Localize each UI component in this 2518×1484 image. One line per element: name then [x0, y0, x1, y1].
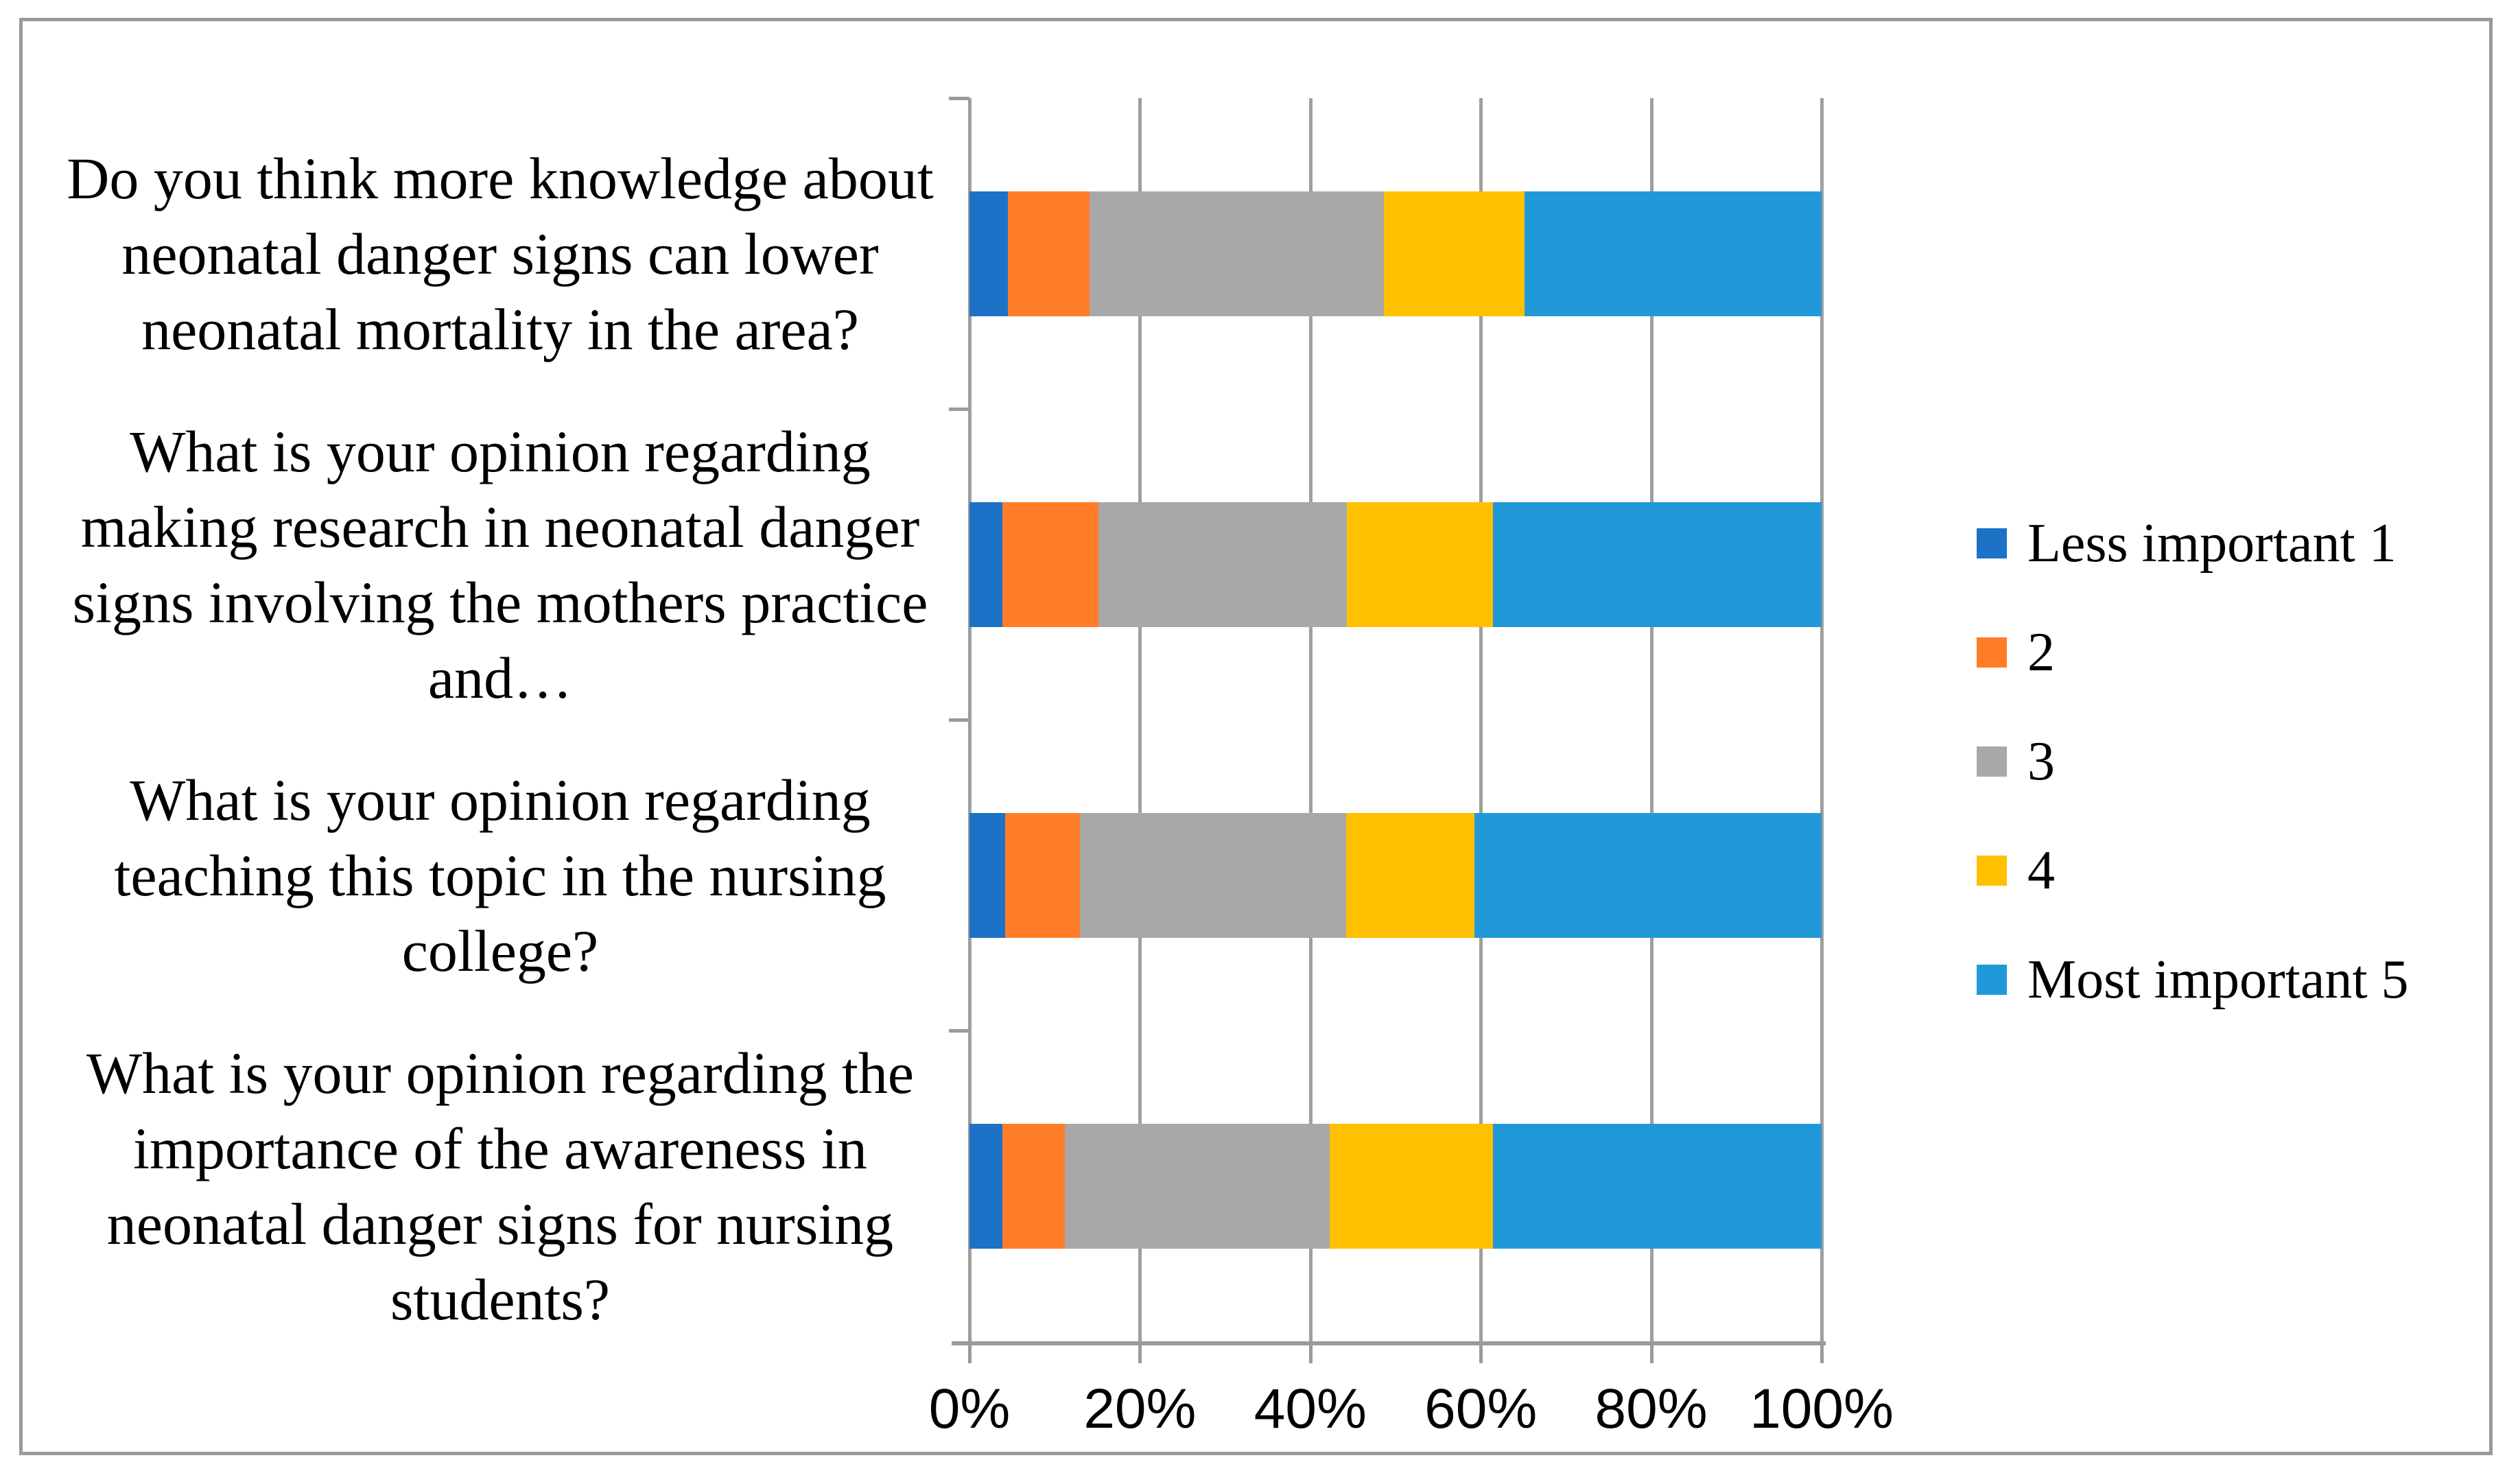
bar-segment-most-important-5 [1474, 812, 1822, 938]
bar-segment-2 [1007, 191, 1090, 316]
gridline [1649, 98, 1654, 1341]
x-axis-tick [1308, 1341, 1313, 1363]
x-axis-tick [968, 1341, 972, 1363]
legend-label: Less important 1 [2027, 513, 2397, 574]
bar-segment-4 [1383, 191, 1525, 316]
legend-swatch [1977, 637, 2007, 668]
y-axis-tick [949, 408, 969, 411]
bar-segment-2 [1002, 1123, 1066, 1249]
x-axis-tick-label: 0% [928, 1378, 1011, 1440]
y-axis-tick [949, 1029, 969, 1033]
bar-segment-4 [1330, 1123, 1493, 1249]
bar-segment-4 [1345, 812, 1475, 938]
figure-frame: Do you think more knowledge about neonat… [19, 18, 2493, 1455]
bar-segment-4 [1347, 502, 1493, 627]
bar-segment-less-important-1 [969, 191, 1008, 316]
legend-item: Less important 1 [1977, 488, 2409, 598]
y-axis-tick [949, 718, 969, 722]
x-axis-tick [1649, 1341, 1654, 1363]
bar-row [969, 812, 1822, 938]
x-axis-tick-label: 100% [1750, 1378, 1894, 1440]
legend-label: 4 [2027, 840, 2055, 901]
category-label: Do you think more knowledge about neonat… [67, 145, 934, 362]
legend-swatch [1977, 855, 2007, 886]
x-axis-tick [1138, 1341, 1142, 1363]
category-label: What is your opinion regarding making re… [72, 418, 928, 711]
x-axis-tick-label: 40% [1254, 1378, 1367, 1440]
gridline [1308, 98, 1313, 1341]
x-axis-tick-label: 20% [1083, 1378, 1197, 1440]
legend-item: 4 [1977, 816, 2409, 925]
y-axis-tick [949, 97, 969, 100]
bar-segment-most-important-5 [1524, 191, 1822, 316]
bar-segment-most-important-5 [1492, 1123, 1822, 1249]
bar-segment-3 [1090, 191, 1384, 316]
gridline [968, 98, 972, 1341]
gridline [1479, 98, 1483, 1341]
bar-segment-3 [1065, 1123, 1330, 1249]
category-label: What is your opinion regarding the impor… [86, 1039, 915, 1332]
x-axis-tick [1820, 1341, 1824, 1363]
bar-segment-less-important-1 [969, 1123, 1003, 1249]
bar-segment-3 [1098, 502, 1348, 627]
x-axis-tick [1479, 1341, 1483, 1363]
plot-area: 0% 20% 40% 60% 80% 100% [929, 97, 1894, 1437]
legend-swatch [1977, 528, 2007, 558]
x-axis-tick-label: 80% [1595, 1378, 1708, 1440]
bar-row [969, 502, 1822, 627]
legend-label: 2 [2027, 622, 2055, 683]
bar-segment-3 [1080, 812, 1346, 938]
legend-label: 3 [2027, 731, 2055, 792]
category-label: What is your opinion regarding teaching … [114, 766, 886, 984]
legend-swatch [1977, 964, 2007, 995]
legend-swatch [1977, 746, 2007, 777]
bar-row [969, 1123, 1822, 1249]
x-axis-line [952, 1341, 1826, 1345]
bar-segment-most-important-5 [1492, 502, 1822, 627]
gridline [1138, 98, 1142, 1341]
gridline [1820, 98, 1824, 1341]
x-axis-tick-label: 60% [1424, 1378, 1538, 1440]
legend-label: Most important 5 [2027, 949, 2409, 1010]
legend-item: 3 [1977, 707, 2409, 816]
category-axis-labels: Do you think more knowledge about neonat… [47, 98, 953, 1341]
bar-segment-less-important-1 [969, 812, 1006, 938]
bar-segment-2 [1005, 812, 1081, 938]
bar-segment-2 [1002, 502, 1098, 627]
legend: Less important 1 2 3 4 Most important 5 [1977, 488, 2409, 1034]
bar-row [969, 191, 1822, 316]
bar-segment-less-important-1 [969, 502, 1003, 627]
legend-item: Most important 5 [1977, 925, 2409, 1034]
legend-item: 2 [1977, 598, 2409, 707]
